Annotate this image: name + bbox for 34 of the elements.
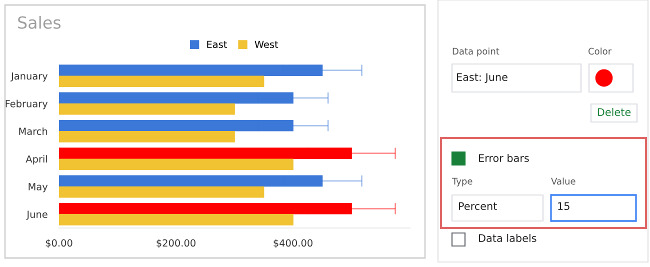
text: Delete — [598, 108, 631, 116]
text: Value — [551, 178, 576, 185]
y-tick-label: January — [10, 72, 48, 82]
bar — [59, 92, 294, 104]
legend-label: East — [207, 40, 227, 48]
chart-title: Sales — [18, 16, 61, 29]
y-tick-label: May — [28, 183, 48, 192]
bar — [59, 120, 294, 132]
bar — [59, 76, 264, 88]
bar — [59, 186, 264, 198]
y-tick-label: February — [6, 100, 48, 110]
bar — [59, 214, 294, 226]
bar — [59, 64, 323, 76]
x-tick-label: $400.00 — [274, 239, 312, 248]
text: Data labels — [479, 234, 536, 242]
text: Data point — [452, 48, 500, 56]
text: 15 — [558, 202, 570, 210]
bar — [59, 103, 235, 115]
text: Percent — [459, 202, 497, 210]
bar — [59, 202, 352, 214]
text: Color — [588, 48, 612, 55]
bar — [59, 175, 323, 187]
bar — [59, 131, 235, 142]
text: East: June — [457, 73, 508, 83]
x-tick-label: $0.00 — [46, 239, 72, 248]
bar — [59, 158, 294, 170]
legend-label: West — [254, 40, 278, 48]
x-tick-label: $200.00 — [156, 239, 196, 248]
text: Error bars — [479, 154, 529, 162]
y-tick-label: June — [26, 210, 48, 220]
bar — [59, 148, 352, 159]
y-tick-label: April — [26, 155, 47, 165]
y-tick-label: March — [19, 127, 48, 135]
text: Type — [452, 178, 472, 186]
